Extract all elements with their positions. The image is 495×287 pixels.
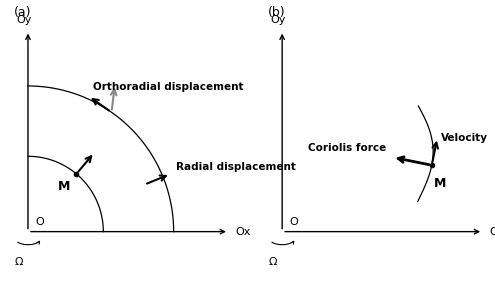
Text: Ox: Ox <box>489 227 495 236</box>
Text: Coriolis force: Coriolis force <box>308 143 387 153</box>
Text: O: O <box>289 217 298 227</box>
Text: (a): (a) <box>14 6 31 19</box>
Text: Radial displacement: Radial displacement <box>176 162 296 172</box>
Text: Oy: Oy <box>270 15 286 25</box>
Text: (b): (b) <box>268 6 286 19</box>
Text: Ω: Ω <box>15 257 23 267</box>
Text: Ox: Ox <box>235 227 250 236</box>
Text: Orthoradial displacement: Orthoradial displacement <box>93 82 243 92</box>
Text: M: M <box>58 180 70 193</box>
Text: M: M <box>434 177 446 190</box>
Text: Ω: Ω <box>269 257 277 267</box>
Text: Velocity: Velocity <box>442 133 489 143</box>
Text: Oy: Oy <box>16 15 32 25</box>
Text: O: O <box>35 217 44 227</box>
